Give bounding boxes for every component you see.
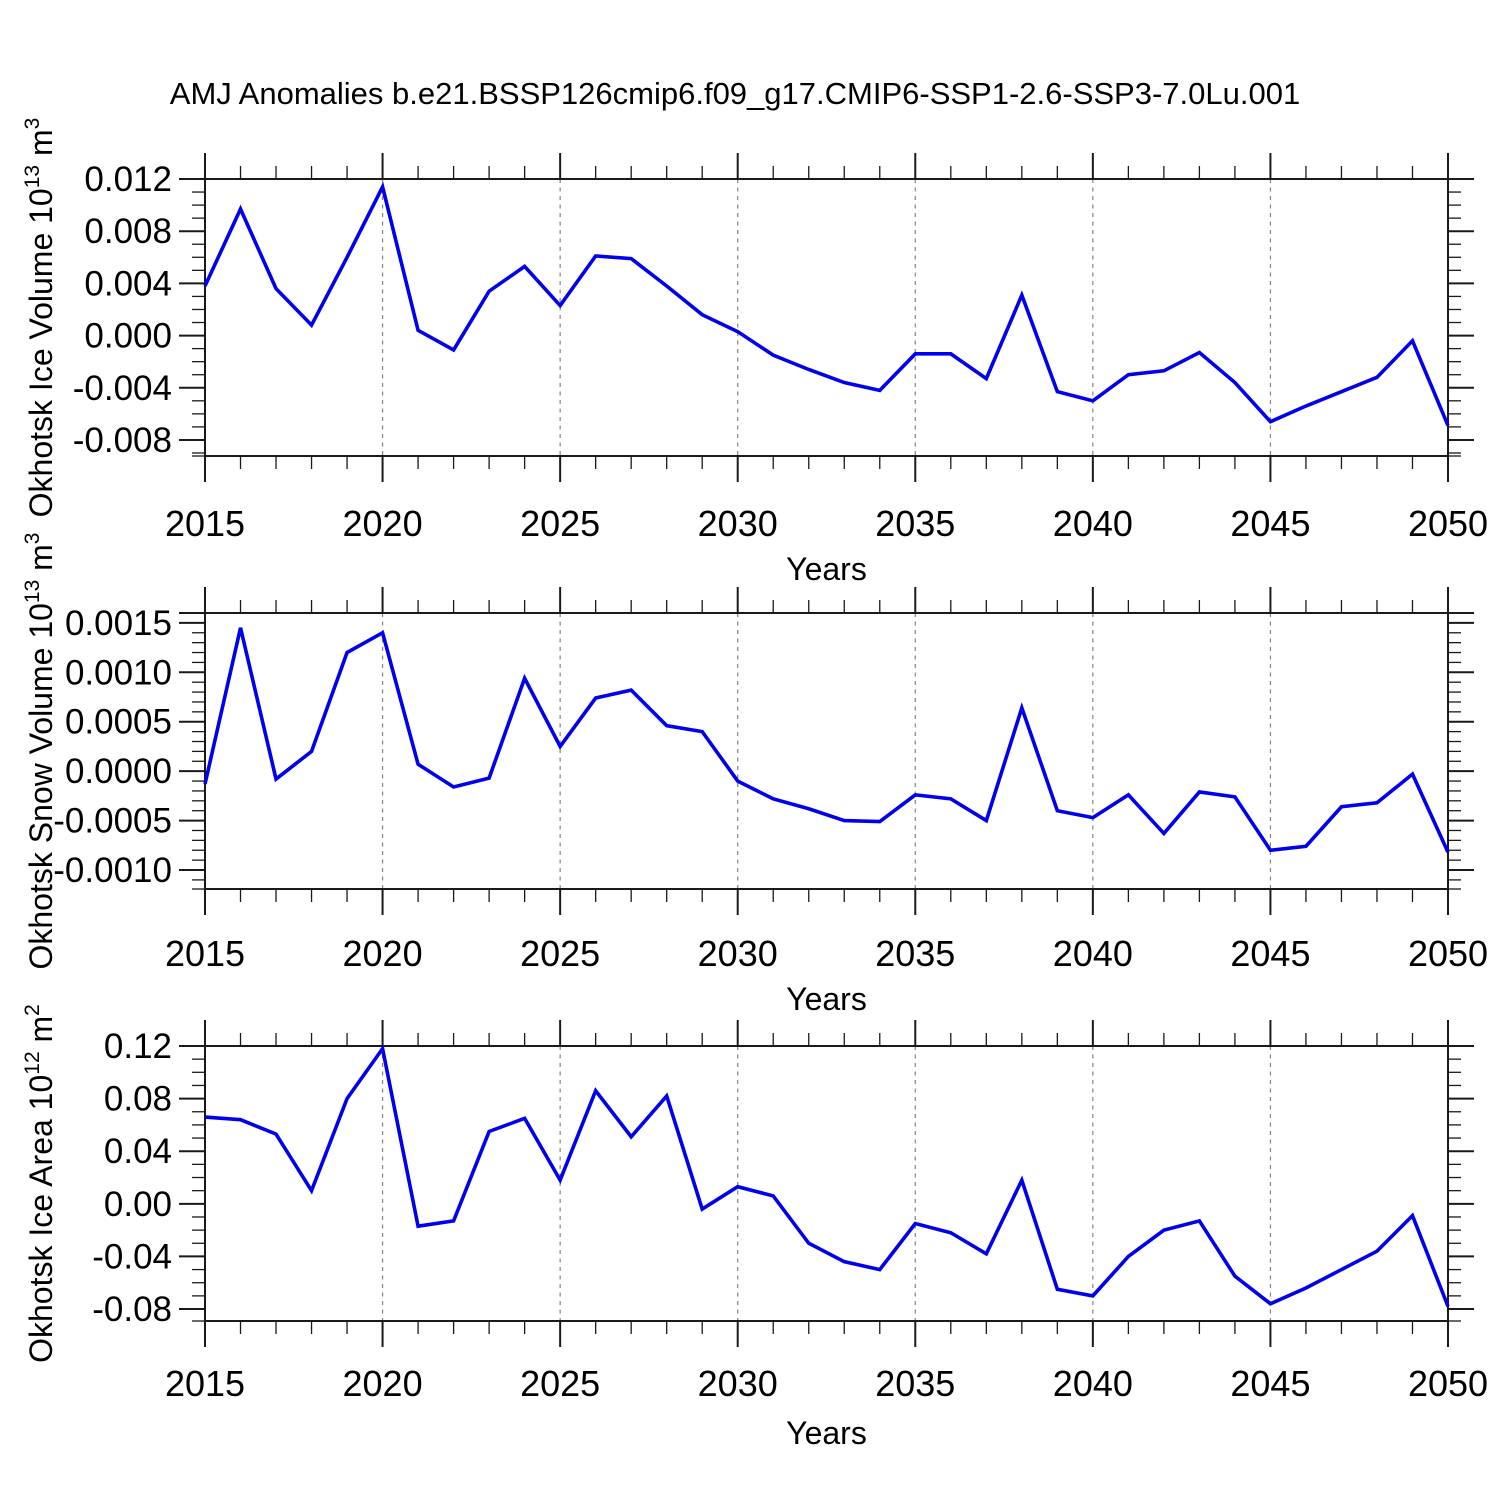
x-tick-label: 2020 [343,503,423,544]
plot-frame [204,178,1449,457]
x-axis-title: Years [786,551,867,587]
y-tick-label: 0.0000 [65,752,172,791]
x-tick-label: 2030 [698,933,778,974]
x-tick-label: 2045 [1230,503,1310,544]
data-line-snow-volume [203,627,1450,853]
y-tick-label: -0.004 [73,369,172,408]
y-tick-label: 0.008 [84,212,172,251]
x-tick-label: 2015 [165,503,245,544]
x-axis-title: Years [786,981,867,1017]
x-tick-label: 2040 [1053,503,1133,544]
x-tick-label: 2050 [1408,1363,1488,1404]
x-tick-label: 2035 [875,933,955,974]
x-tick-label: 2045 [1230,1363,1310,1404]
y-axis-title: Okhotsk Ice Volume 1013 m3 [21,118,59,518]
y-tick-label: 0.000 [84,317,172,356]
x-tick-label: 2050 [1408,503,1488,544]
y-tick-label: 0.0005 [65,703,172,742]
y-tick-label: -0.008 [73,421,172,460]
x-tick-label: 2015 [165,933,245,974]
chart-title: AMJ Anomalies b.e21.BSSP126cmip6.f09_g17… [170,76,1300,111]
y-axis-title: Okhotsk Snow Volume 1013 m3 [21,532,59,969]
x-axis-title: Years [786,1415,867,1451]
x-tick-label: 2040 [1053,933,1133,974]
x-tick-label: 2020 [343,933,423,974]
panel-ice-area: 0.12 0.08 0.04 0.00 -0.04 -0.08 2015 2020 2025 20… [21,1004,1488,1451]
panel-snow-volume: 0.0015 0.0010 0.0005 0.0000 -0.0005 -0.0010 20… [21,532,1488,1017]
y-tick-label: 0.0010 [65,653,172,692]
y-tick-label: -0.08 [92,1290,172,1329]
x-tick-label: 2035 [875,1363,955,1404]
x-tick-label: 2030 [698,1363,778,1404]
y-tick-label: 0.004 [84,264,172,303]
x-tick-label: 2015 [165,1363,245,1404]
x-tick-label: 2025 [520,1363,600,1404]
y-tick-label: 0.0015 [65,604,172,643]
plot-frame [204,1045,1449,1322]
y-tick-label: 0.12 [104,1027,172,1066]
x-tick-label: 2035 [875,503,955,544]
y-tick-label: 0.012 [84,160,172,199]
y-axis-title: Okhotsk Ice Area 1012 m2 [21,1004,59,1363]
panel-ice-volume: 0.012 0.008 0.004 0.000 -0.004 -0.008 2015 2020… [21,118,1488,587]
x-tick-label: 2050 [1408,933,1488,974]
x-tick-label: 2020 [343,1363,423,1404]
plot-frame [204,612,1449,890]
y-tick-label: -0.0005 [53,802,172,841]
data-line-ice-area [204,1044,1450,1308]
y-tick-label: -0.0010 [53,851,172,890]
x-tick-label: 2030 [698,503,778,544]
y-tick-label: 0.08 [104,1080,172,1119]
x-tick-label: 2025 [520,503,600,544]
x-tick-label: 2040 [1053,1363,1133,1404]
x-tick-label: 2025 [520,933,600,974]
data-line-ice-volume [203,181,1450,427]
y-tick-label: 0.04 [104,1132,172,1171]
y-tick-label: 0.00 [104,1185,172,1224]
x-tick-label: 2045 [1230,933,1310,974]
y-tick-label: -0.04 [92,1237,172,1276]
